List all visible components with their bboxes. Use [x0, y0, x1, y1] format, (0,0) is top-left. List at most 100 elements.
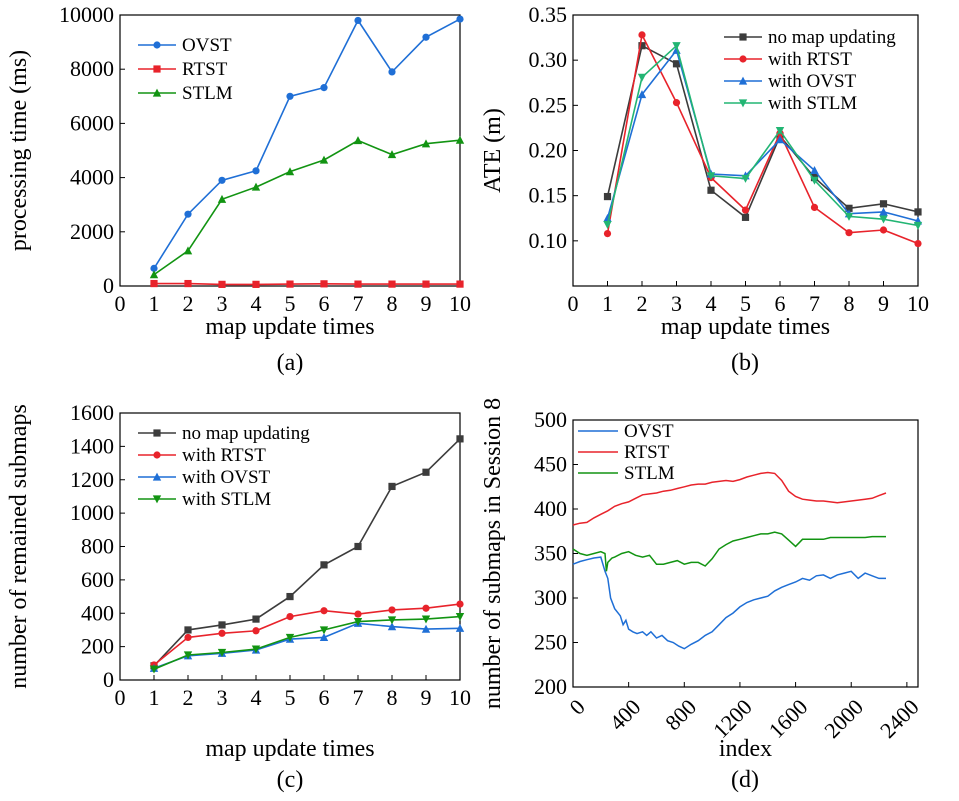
data-point — [252, 280, 260, 288]
legend-label: with OVST — [768, 71, 857, 92]
x-tick-label: 0 — [115, 685, 126, 710]
y-tick-label: 8000 — [70, 56, 114, 81]
x-tick-label: 2400 — [875, 694, 924, 743]
series-line — [606, 44, 919, 219]
legend-label: with STLM — [768, 93, 857, 114]
legend-marker — [738, 76, 748, 85]
data-point — [810, 203, 819, 212]
x-axis-label: index — [719, 736, 772, 762]
data-point — [421, 139, 431, 148]
x-tick-label: 5 — [740, 291, 751, 316]
data-point — [672, 99, 681, 107]
data-point — [354, 542, 362, 551]
data-point — [251, 645, 261, 654]
chart-b: 0 1 2 3 4 5 6 7 8 9 10 0.10 0.15 0.20 0.25 0.30 0.35 map … — [480, 2, 929, 376]
data-point — [637, 90, 647, 99]
data-point — [421, 615, 431, 624]
data-point — [319, 155, 329, 164]
x-tick-label: 7 — [809, 291, 820, 316]
x-tick-label: 2 — [637, 291, 648, 316]
x-tick-label: 5 — [285, 291, 296, 316]
legend-label: no map updating — [768, 27, 896, 48]
data-point — [741, 174, 750, 183]
series-with-ovst — [149, 618, 465, 672]
x-tick-label: 9 — [878, 291, 889, 316]
y-tick-label: 250 — [534, 630, 567, 655]
data-point — [879, 215, 888, 224]
data-point — [286, 92, 294, 100]
data-point — [218, 629, 226, 637]
series-line — [153, 622, 461, 670]
data-point — [638, 31, 646, 39]
data-point — [285, 633, 295, 642]
y-tick-label: 450 — [534, 452, 567, 477]
data-point — [149, 270, 159, 279]
y-tick-label: 500 — [534, 407, 567, 432]
data-point — [285, 167, 295, 176]
x-tick-label: 4 — [251, 291, 262, 316]
series-line — [572, 471, 887, 526]
y-tick-label: 800 — [81, 534, 114, 559]
x-tick-label: 1 — [149, 685, 160, 710]
series-line — [153, 18, 461, 269]
data-point — [320, 561, 328, 569]
data-point — [388, 68, 396, 76]
data-point — [354, 610, 362, 618]
data-point — [388, 280, 396, 288]
y-axis-label: number of remained submaps — [6, 404, 32, 689]
series-rtst — [150, 279, 464, 288]
series-line — [606, 44, 919, 227]
series-line — [572, 556, 886, 650]
data-point — [672, 60, 681, 68]
data-point — [603, 230, 612, 238]
x-axis-label: map update times — [205, 314, 374, 340]
data-point — [422, 33, 430, 41]
legend-label: STLM — [182, 83, 233, 104]
series-line — [153, 139, 461, 276]
data-point — [845, 204, 853, 212]
legend-marker — [152, 88, 162, 97]
data-point — [914, 208, 922, 216]
data-point — [603, 220, 612, 229]
x-tick-label: 1 — [602, 291, 613, 316]
x-axis-label: map update times — [661, 314, 830, 340]
y-tick-label: 2000 — [70, 219, 114, 244]
data-point — [286, 280, 294, 288]
y-tick-label: 10000 — [59, 2, 114, 27]
series-line — [572, 531, 886, 572]
data-point — [914, 239, 922, 248]
data-point — [319, 633, 329, 642]
chart-d: 0 400 800 1200 1600 2000 240020025030035040045… — [480, 398, 924, 793]
data-point — [184, 633, 192, 642]
data-point — [388, 606, 396, 614]
y-tick-label: 0.20 — [529, 138, 568, 163]
data-point — [252, 167, 260, 175]
data-point — [150, 264, 158, 272]
x-tick-label: 9 — [421, 291, 432, 316]
series-stlm — [149, 135, 465, 279]
series-line — [606, 32, 919, 245]
panel-caption: (d) — [731, 767, 759, 793]
legend-label: with STLM — [182, 489, 271, 510]
data-point — [707, 186, 715, 194]
x-tick-label: 3 — [217, 685, 228, 710]
x-tick-label: 8 — [387, 291, 398, 316]
data-point — [218, 176, 226, 184]
y-tick-label: 0 — [103, 667, 114, 692]
data-point — [217, 194, 227, 203]
series-rtst — [572, 471, 887, 526]
data-point — [353, 617, 363, 626]
data-point — [286, 592, 294, 601]
data-point — [741, 206, 750, 214]
data-point — [183, 246, 193, 255]
data-point — [603, 192, 612, 201]
x-tick-label: 4 — [706, 291, 717, 316]
y-tick-label: 0.35 — [529, 2, 568, 27]
data-point — [913, 221, 923, 230]
legend-label: with RTST — [768, 49, 852, 70]
data-point — [184, 279, 192, 288]
x-tick-label: 6 — [319, 685, 330, 710]
